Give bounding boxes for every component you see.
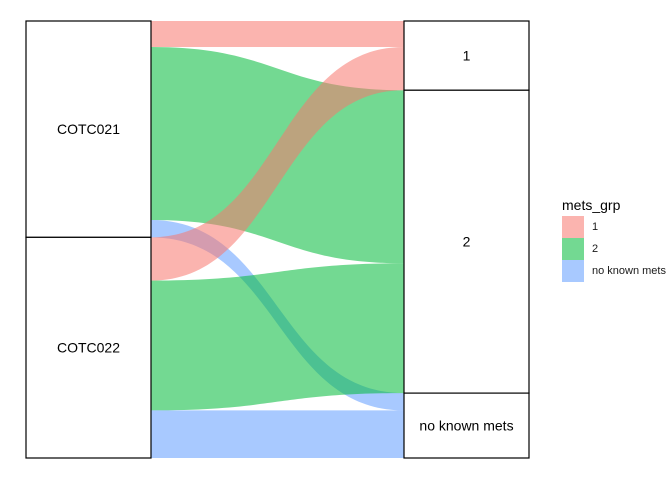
stratum-no-known-mets <box>403 392 530 459</box>
flow-cotc021-to-1 <box>151 21 404 47</box>
stratum-cotc022 <box>25 236 152 459</box>
stratum-cotc021 <box>25 20 152 238</box>
stratum-label-cotc022: COTC022 <box>57 340 120 356</box>
legend-label-2: 2 <box>592 243 598 255</box>
legend: mets_grp 1 2 no known mets <box>562 197 666 282</box>
stratum-label-no-known-mets: no known mets <box>419 418 513 434</box>
legend-title: mets_grp <box>562 197 621 213</box>
stratum-1 <box>403 20 530 91</box>
legend-label-no-known-mets: no known mets <box>592 265 666 277</box>
legend-swatch-no-known-mets <box>562 260 584 282</box>
flow-cotc022-to-1 <box>151 46 404 281</box>
flows-layer <box>151 21 404 458</box>
stratum-label-1: 1 <box>463 48 471 64</box>
stratum-2 <box>403 89 530 394</box>
stratum-label-cotc021: COTC021 <box>57 121 120 137</box>
flow-cotc022-to-no-known-mets <box>151 410 404 458</box>
legend-swatch-1 <box>562 216 584 238</box>
legend-swatch-2 <box>562 238 584 260</box>
flow-cotc022-to-2 <box>151 263 404 411</box>
stratum-label-2: 2 <box>463 234 471 250</box>
strata-layer: COTC021 COTC022 1 2 no known mets <box>25 20 530 459</box>
legend-label-1: 1 <box>592 221 598 233</box>
